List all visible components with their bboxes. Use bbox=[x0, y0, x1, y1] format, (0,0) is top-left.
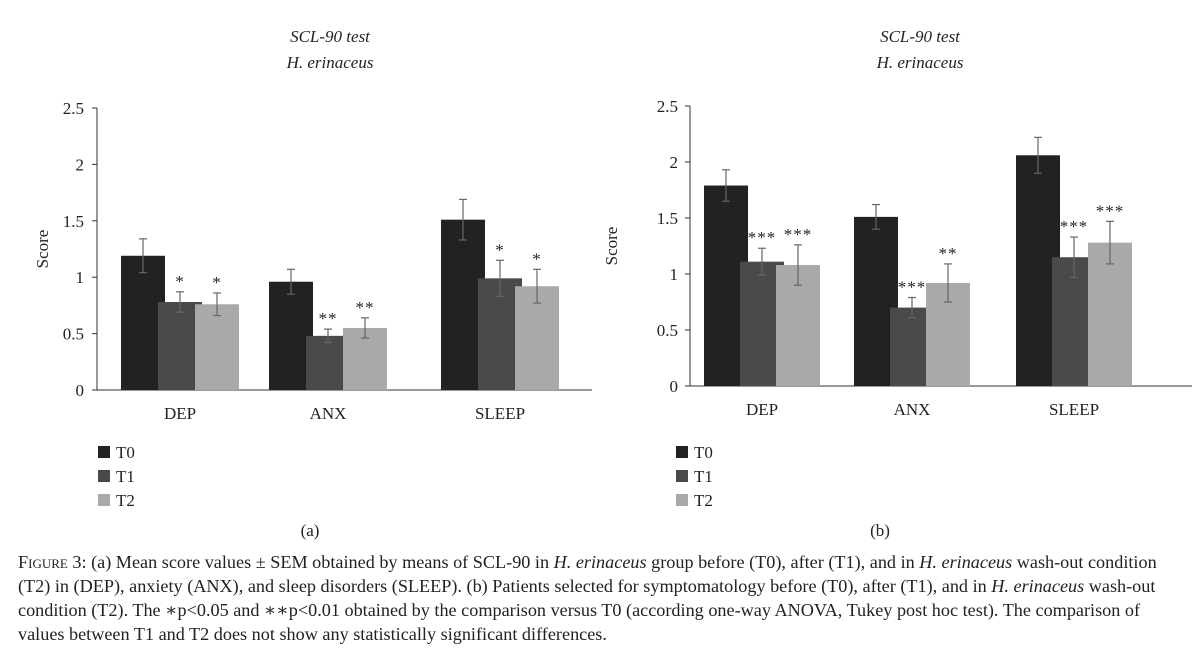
y-tick-label: 1 bbox=[76, 268, 85, 287]
y-tick-label: 0.5 bbox=[657, 321, 678, 340]
chart-subtitle: H. erinaceus bbox=[286, 53, 374, 72]
y-tick-label: 0.5 bbox=[63, 325, 84, 344]
legend-swatch-t2 bbox=[676, 494, 688, 506]
y-tick-label: 2.5 bbox=[63, 99, 84, 118]
y-tick-label: 1.5 bbox=[63, 212, 84, 231]
chart-title: SCL-90 test bbox=[880, 27, 961, 46]
y-axis-label: Score bbox=[33, 230, 52, 269]
significance-marker: *** bbox=[898, 278, 927, 297]
legend-label: T0 bbox=[694, 443, 713, 462]
legend-label: T1 bbox=[694, 467, 713, 486]
y-tick-label: 0 bbox=[670, 377, 679, 396]
legend-label: T0 bbox=[116, 443, 135, 462]
x-category-label: DEP bbox=[746, 400, 778, 419]
x-category-label: SLEEP bbox=[475, 404, 525, 423]
legend-swatch-t1 bbox=[676, 470, 688, 482]
bar-t0 bbox=[269, 281, 313, 390]
bar-t1 bbox=[306, 335, 350, 390]
chart-panel-a: SCL-90 test H. erinaceus Score 0 0.5 1 1.5 2 2.5… bbox=[33, 27, 592, 540]
significance-marker: *** bbox=[1096, 201, 1125, 220]
chart-subtitle: H. erinaceus bbox=[876, 53, 964, 72]
panel-label: (b) bbox=[870, 521, 890, 540]
legend-swatch-t1 bbox=[98, 470, 110, 482]
caption-text: wash-out condition (T2). The ∗p<0.05 and… bbox=[18, 576, 1156, 644]
legend-swatch-t0 bbox=[676, 446, 688, 458]
caption-species-name: H. erinaceus bbox=[553, 552, 647, 572]
legend-swatch-t2 bbox=[98, 494, 110, 506]
y-tick-label: 2.5 bbox=[657, 97, 678, 116]
caption-text: (a) Mean score values ± SEM obtained by … bbox=[86, 552, 554, 572]
significance-marker: ** bbox=[356, 298, 375, 317]
caption-species-name: H. erinaceus bbox=[991, 576, 1085, 596]
caption-text: wash-out condition (T2) in (DEP), anxiet… bbox=[18, 552, 1157, 596]
significance-marker: *** bbox=[1060, 217, 1089, 236]
panel-label: (a) bbox=[301, 521, 320, 540]
bar-t0 bbox=[121, 255, 165, 390]
legend-label: T1 bbox=[116, 467, 135, 486]
significance-marker: * bbox=[175, 272, 185, 291]
bar-t2 bbox=[1088, 242, 1132, 386]
significance-marker: * bbox=[495, 240, 505, 259]
caption-text: group before (T0), after (T1), and in bbox=[646, 552, 920, 572]
chart-title: SCL-90 test bbox=[290, 27, 371, 46]
y-tick-label: 1 bbox=[670, 265, 679, 284]
significance-marker: * bbox=[532, 249, 542, 268]
figure-caption: Figure 3: (a) Mean score values ± SEM ob… bbox=[18, 550, 1186, 646]
bar-t2 bbox=[195, 304, 239, 390]
significance-marker: *** bbox=[748, 228, 777, 247]
bar-t1 bbox=[158, 302, 202, 390]
caption-label: Figure 3: bbox=[18, 552, 87, 572]
x-category-label: ANX bbox=[894, 400, 931, 419]
significance-marker: ** bbox=[319, 309, 338, 328]
x-category-label: ANX bbox=[310, 404, 347, 423]
y-tick-label: 0 bbox=[76, 381, 85, 400]
y-tick-label: 2 bbox=[670, 153, 679, 172]
figure: SCL-90 test H. erinaceus Score 0 0.5 1 1.5 2 2.5… bbox=[33, 27, 1192, 540]
x-category-label: DEP bbox=[164, 404, 196, 423]
legend-swatch-t0 bbox=[98, 446, 110, 458]
legend-label: T2 bbox=[116, 491, 135, 510]
significance-marker: * bbox=[212, 273, 222, 292]
legend-label: T2 bbox=[694, 491, 713, 510]
x-category-label: SLEEP bbox=[1049, 400, 1099, 419]
caption-body: (a) Mean score values ± SEM obtained by … bbox=[18, 552, 1157, 644]
y-tick-label: 2 bbox=[76, 155, 85, 174]
significance-marker: ** bbox=[939, 244, 958, 263]
chart-panel-b: SCL-90 test H. erinaceus Score 0 0.5 1 1.5 2 2.5… bbox=[602, 27, 1192, 540]
significance-marker: *** bbox=[784, 225, 813, 244]
y-tick-label: 1.5 bbox=[657, 209, 678, 228]
caption-species-name: H. erinaceus bbox=[919, 552, 1013, 572]
y-axis-label: Score bbox=[602, 227, 621, 266]
bar-t0 bbox=[441, 219, 485, 390]
